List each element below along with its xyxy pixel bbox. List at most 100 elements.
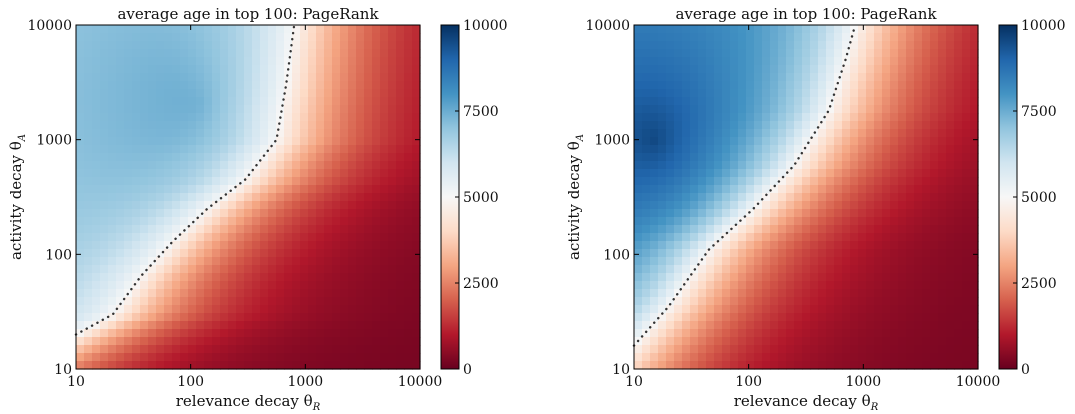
heatmap-cell [650,81,659,90]
heatmap-cell [674,241,683,250]
heatmap-cell [308,313,317,322]
y-axis-label-sub: A [17,134,28,142]
heatmap-cell [316,217,325,226]
heatmap-cell [300,329,309,338]
heatmap-cell [268,57,277,66]
heatmap-cell [188,161,197,170]
heatmap-cell [300,241,309,250]
heatmap-cell [706,41,715,50]
heatmap-cell [874,265,883,274]
heatmap-cell [372,353,381,362]
heatmap-cell [922,209,931,218]
heatmap-cell [834,209,843,218]
heatmap-cell [84,193,93,202]
heatmap-cell [292,57,301,66]
heatmap-cell [634,105,643,114]
heatmap-cell [396,217,405,226]
heatmap-cell [666,153,675,162]
heatmap-cell [148,345,157,354]
heatmap-cell [132,209,141,218]
heatmap-cell [770,329,779,338]
heatmap-cell [946,57,955,66]
heatmap-cell [898,73,907,82]
heatmap-cell [396,65,405,74]
heatmap-cell [818,49,827,58]
heatmap-cell [778,57,787,66]
heatmap-cell [316,241,325,250]
heatmap-cell [898,305,907,314]
heatmap-cell [674,249,683,258]
heatmap-cell [738,281,747,290]
heatmap-cell [698,161,707,170]
heatmap-cell [898,281,907,290]
heatmap-cell [714,33,723,42]
heatmap-cell [116,121,125,130]
heatmap-cell [922,289,931,298]
heatmap-cell [874,201,883,210]
heatmap-cell [284,89,293,98]
heatmap-cell [634,177,643,186]
heatmap-cell [132,105,141,114]
heatmap-cell [842,249,851,258]
heatmap-cell [148,65,157,74]
heatmap-cell [140,193,149,202]
heatmap-cell [108,137,117,146]
heatmap-cell [188,113,197,122]
heatmap-cell [340,241,349,250]
heatmap-cell [898,329,907,338]
heatmap-cell [108,225,117,234]
heatmap-cell [348,153,357,162]
heatmap-cell [730,113,739,122]
heatmap-cell [164,265,173,274]
heatmap-cell [228,281,237,290]
heatmap-cell [634,81,643,90]
heatmap-cell [714,81,723,90]
heatmap-cell [292,105,301,114]
heatmap-cell [276,57,285,66]
heatmap-cell [746,161,755,170]
heatmap-cell [76,233,85,242]
heatmap-cell [220,217,229,226]
heatmap-cell [116,265,125,274]
heatmap-cell [778,65,787,74]
heatmap-cell [762,353,771,362]
heatmap-cell [746,65,755,74]
heatmap-cell [380,89,389,98]
heatmap-cell [682,313,691,322]
heatmap-cell [172,329,181,338]
heatmap-cell [300,57,309,66]
heatmap-cell [388,297,397,306]
heatmap-cell [148,113,157,122]
heatmap-cell [722,65,731,74]
heatmap-cell [364,153,373,162]
heatmap-cell [818,265,827,274]
heatmap-cell [738,161,747,170]
heatmap-cell [396,193,405,202]
heatmap-cell [810,329,819,338]
heatmap-cell [404,73,413,82]
heatmap-cell [84,145,93,154]
heatmap-cell [906,289,915,298]
heatmap-cell [810,249,819,258]
y-tick-label: 10000 [585,18,630,34]
heatmap-cell [316,65,325,74]
heatmap-cell [156,305,165,314]
heatmap-cell [754,41,763,50]
heatmap-cell [196,129,205,138]
heatmap-cell [276,305,285,314]
y-axis-label: activity decay θA [7,134,28,260]
heatmap-cell [914,145,923,154]
heatmap-cell [850,49,859,58]
heatmap-cell [196,49,205,58]
heatmap-cell [642,57,651,66]
heatmap-cell [148,273,157,282]
heatmap-cell [842,153,851,162]
heatmap-cell [108,89,117,98]
heatmap-cell [380,121,389,130]
heatmap-cell [938,233,947,242]
heatmap-cell [164,209,173,218]
heatmap-cell [204,225,213,234]
heatmap-cell [634,113,643,122]
heatmap-cell [658,89,667,98]
heatmap-cell [842,313,851,322]
